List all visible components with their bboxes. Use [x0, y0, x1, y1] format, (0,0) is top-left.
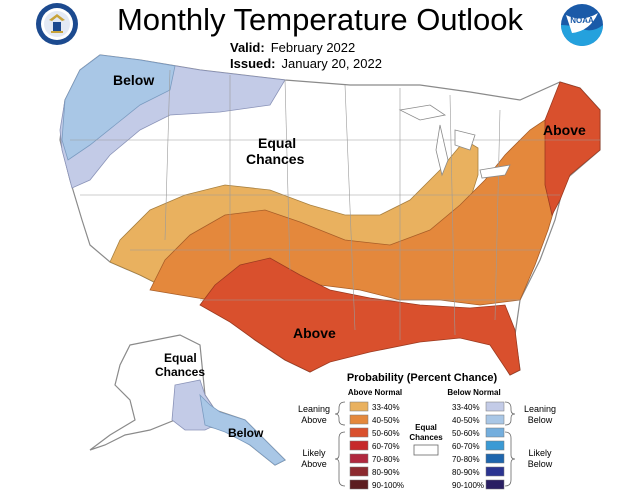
legend-above-label-5: 80-90%	[372, 468, 400, 477]
legend-above-label-0: 33-40%	[372, 403, 400, 412]
legend-below-swatches: 33-40% 40-50% 50-60% 60-70% 70-80% 80-90% 90-1…	[452, 401, 505, 490]
legend-above-swatch-2	[349, 427, 369, 438]
legend-below-label-6: 90-100%	[452, 481, 484, 490]
alaska-below-40-50-region	[199, 393, 286, 466]
department-of-commerce-seal-icon	[36, 3, 78, 45]
legend-below-label-5: 80-90%	[452, 468, 480, 477]
label-above-south: Above	[293, 325, 336, 341]
legend-equal-2: Chances	[409, 433, 443, 442]
legend-above-swatches: 33-40% 40-50% 50-60% 60-70% 70-80% 80-90% 90-1…	[349, 401, 404, 490]
legend-likely-above-1: Likely	[302, 448, 326, 458]
legend-below-label-2: 50-60%	[452, 429, 480, 438]
issued-value: January 20, 2022	[281, 56, 382, 71]
legend-below-label-3: 60-70%	[452, 442, 480, 451]
legend-below-swatch-5	[485, 466, 505, 477]
legend-leaning-below-1: Leaning	[524, 404, 556, 414]
legend-below-swatch-4	[485, 453, 505, 464]
legend-above-swatch-1	[349, 414, 369, 425]
legend-below-swatch-1	[485, 414, 505, 425]
legend-leaning-above-1: Leaning	[298, 404, 330, 414]
label-equal-ak-1: Equal	[164, 351, 197, 365]
legend-title: Probability (Percent Chance)	[347, 372, 498, 384]
noaa-logo-icon: NOAA	[561, 4, 603, 46]
legend: Probability (Percent Chance) Above Norma…	[298, 372, 556, 490]
legend-below-label-0: 33-40%	[452, 403, 480, 412]
legend-above-swatch-6	[349, 479, 369, 490]
label-above-ne: Above	[543, 122, 586, 138]
label-below-nw: Below	[113, 72, 154, 88]
legend-above-label-3: 60-70%	[372, 442, 400, 451]
legend-above-label-2: 50-60%	[372, 429, 400, 438]
legend-below-swatch-6	[485, 479, 505, 490]
above-50-60-ne-region	[544, 81, 601, 217]
legend-below-label-4: 70-80%	[452, 455, 480, 464]
legend-above-label-4: 70-80%	[372, 455, 400, 464]
label-equal-conus-1: Equal	[258, 135, 296, 151]
legend-likely-above-2: Above	[301, 459, 327, 469]
legend-leaning-above-2: Above	[301, 415, 327, 425]
legend-above-swatch-3	[349, 440, 369, 451]
page-title: Monthly Temperature Outlook	[116, 2, 524, 37]
issued-label: Issued:	[230, 56, 276, 71]
legend-likely-below-2: Below	[528, 459, 553, 469]
legend-above-swatch-0	[349, 401, 369, 412]
noaa-logo-text: NOAA	[570, 16, 594, 25]
legend-above-swatch-5	[349, 466, 369, 477]
legend-leaning-below-2: Below	[528, 415, 553, 425]
label-equal-conus-2: Chances	[246, 151, 305, 167]
valid-value: February 2022	[270, 40, 356, 55]
legend-likely-below-1: Likely	[528, 448, 552, 458]
legend-below-swatch-0	[485, 401, 505, 412]
legend-equal-swatch	[413, 444, 439, 456]
valid-line: Valid: February 2022	[230, 40, 355, 55]
legend-above-header: Above Normal	[348, 388, 402, 397]
legend-above-swatch-4	[349, 453, 369, 464]
legend-above-label-6: 90-100%	[372, 481, 404, 490]
legend-below-header: Below Normal	[447, 388, 500, 397]
legend-equal-1: Equal	[415, 423, 437, 432]
below-40-50-nw-region	[61, 54, 176, 161]
issued-line: Issued: January 20, 2022	[230, 56, 382, 71]
label-equal-ak-2: Chances	[155, 365, 205, 379]
label-below-ak: Below	[228, 426, 264, 440]
valid-label: Valid:	[230, 40, 265, 55]
legend-below-swatch-2	[485, 427, 505, 438]
legend-below-label-1: 40-50%	[452, 416, 480, 425]
legend-above-label-1: 40-50%	[372, 416, 400, 425]
legend-below-swatch-3	[485, 440, 505, 451]
state-borders	[70, 69, 600, 340]
great-lakes	[398, 104, 511, 179]
